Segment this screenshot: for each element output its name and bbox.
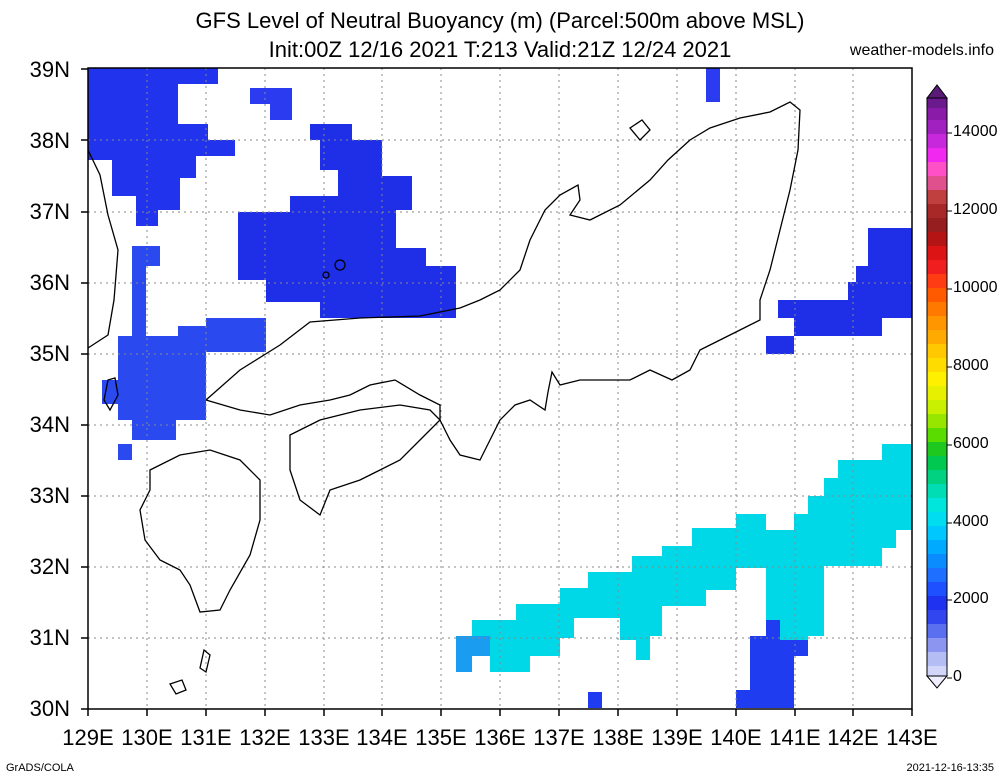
lnb-area-pacific-bottom bbox=[588, 692, 602, 708]
lnb-shading bbox=[88, 68, 912, 708]
lat-label-32n: 32N bbox=[29, 554, 70, 579]
lon-label-141e: 141E bbox=[769, 725, 821, 750]
footer-timestamp: 2021-12-16-13:35 bbox=[906, 762, 994, 774]
coast-shikoku bbox=[289, 404, 441, 517]
lnb-area-central bbox=[238, 124, 456, 318]
lon-label-132e: 132E bbox=[239, 725, 291, 750]
footer-credit: GrADS/COLA bbox=[6, 762, 74, 774]
coast-kyushu bbox=[139, 449, 261, 613]
island-oki bbox=[334, 259, 346, 271]
colorbar-label-4000: 4000 bbox=[953, 513, 989, 530]
lon-label-135e: 135E bbox=[415, 725, 467, 750]
lat-label-36n: 36N bbox=[29, 270, 70, 295]
lnb-area-upper-right-small bbox=[250, 88, 292, 120]
lat-label-33n: 33N bbox=[29, 483, 70, 508]
axis-ticks bbox=[81, 68, 913, 716]
lnb-area-kanto-small bbox=[766, 336, 794, 354]
chart-title-line1: GFS Level of Neutral Buoyancy (m) (Parce… bbox=[195, 8, 805, 33]
lat-label-39n: 39N bbox=[29, 57, 70, 82]
colorbar-label-12000: 12000 bbox=[953, 201, 998, 218]
colorbar-label-0: 0 bbox=[953, 668, 962, 685]
colorbar-label-2000: 2000 bbox=[953, 590, 989, 607]
island-tsushima bbox=[103, 377, 119, 412]
lat-label-38n: 38N bbox=[29, 128, 70, 153]
coast-honshu bbox=[205, 101, 801, 461]
lon-label-142e: 142E bbox=[827, 725, 879, 750]
lat-label-37n: 37N bbox=[29, 199, 70, 224]
gridlines bbox=[88, 68, 912, 709]
lnb-area-pacific bbox=[456, 444, 912, 672]
lon-label-136e: 136E bbox=[474, 725, 526, 750]
lon-label-137e: 137E bbox=[533, 725, 585, 750]
lat-label-31n: 31N bbox=[29, 625, 70, 650]
lat-label-35n: 35N bbox=[29, 341, 70, 366]
coastlines bbox=[87, 101, 801, 695]
colorbar-label-14000: 14000 bbox=[953, 123, 998, 140]
lon-label-138e: 138E bbox=[592, 725, 644, 750]
lnb-area-sea-of-japan bbox=[88, 68, 235, 226]
colorbar-label-8000: 8000 bbox=[953, 357, 989, 374]
lnb-area-west-small bbox=[118, 444, 132, 460]
lat-label-34n: 34N bbox=[29, 412, 70, 437]
lnb-area-pacific-darkblue bbox=[736, 620, 808, 708]
lon-label-129e: 129E bbox=[62, 725, 114, 750]
island-yakushima bbox=[169, 679, 187, 695]
chart-title-line2: Init:00Z 12/16 2021 T:213 Valid:21Z 12/2… bbox=[268, 37, 732, 62]
colorbar-label-6000: 6000 bbox=[953, 435, 989, 452]
lon-label-131e: 131E bbox=[180, 725, 232, 750]
lnb-area-kanto bbox=[778, 228, 912, 336]
island-sado bbox=[629, 119, 651, 141]
colorbar-bottom-arrow bbox=[925, 675, 949, 689]
lon-label-134e: 134E bbox=[356, 725, 408, 750]
lnb-area-west bbox=[102, 246, 266, 440]
lon-label-130e: 130E bbox=[121, 725, 173, 750]
lnb-area-pacific-inner bbox=[456, 636, 490, 672]
lon-label-133e: 133E bbox=[298, 725, 350, 750]
lon-label-143e: 143E bbox=[886, 725, 938, 750]
island-tanegashima bbox=[199, 648, 211, 674]
lon-label-140e: 140E bbox=[710, 725, 762, 750]
colorbar-label-10000: 10000 bbox=[953, 279, 998, 296]
colorbar-top-arrow bbox=[925, 84, 949, 99]
island-oki-2 bbox=[322, 271, 330, 279]
lat-label-30n: 30N bbox=[29, 696, 70, 721]
lon-label-139e: 139E bbox=[651, 725, 703, 750]
lnb-area-top-right-strip bbox=[706, 68, 720, 102]
coast-korea bbox=[87, 149, 119, 349]
site-label: weather-models.info bbox=[849, 42, 994, 59]
colorbar bbox=[925, 84, 952, 689]
